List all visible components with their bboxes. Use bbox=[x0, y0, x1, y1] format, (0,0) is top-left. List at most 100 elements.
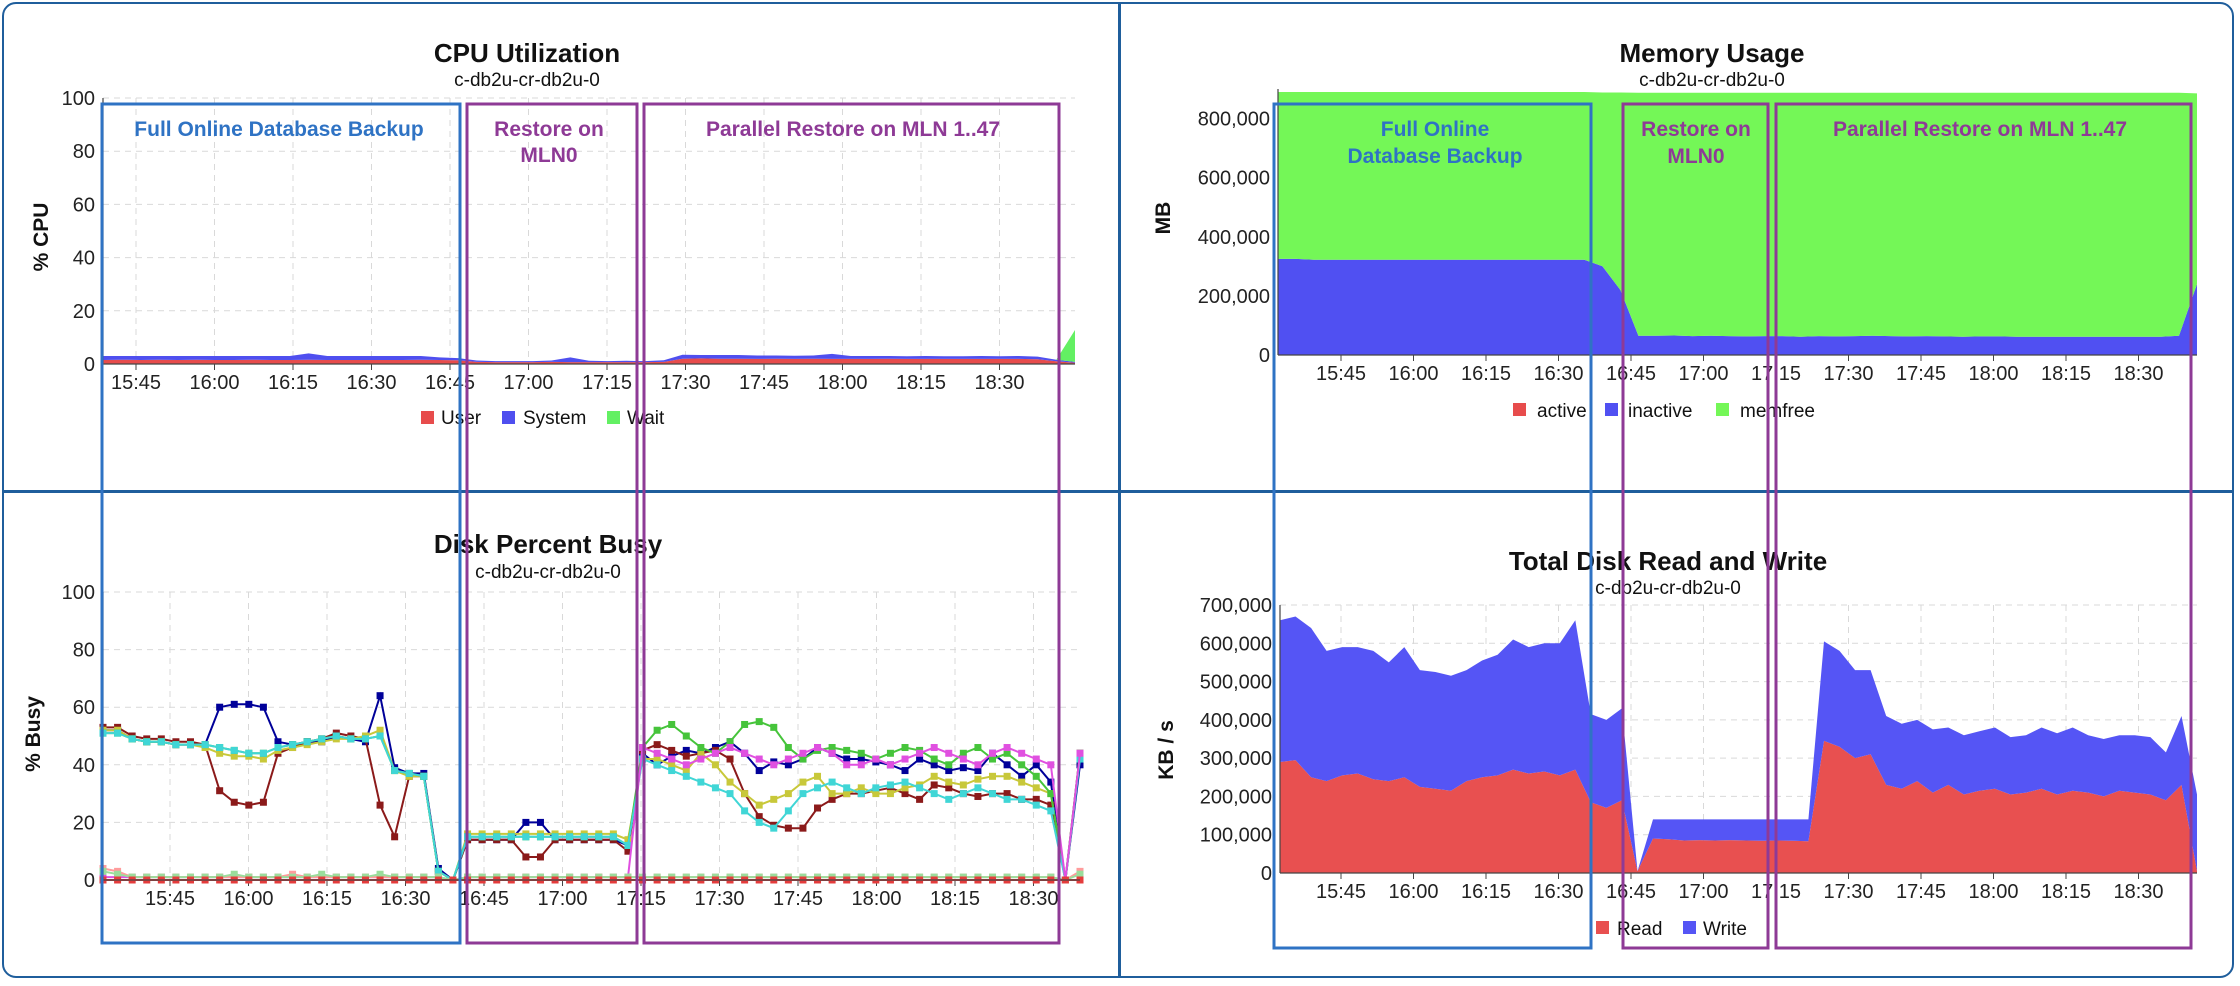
disk_busy-marker bbox=[799, 778, 807, 786]
disk_busy-marker bbox=[945, 767, 953, 775]
disk_busy-marker bbox=[755, 767, 763, 775]
disk_busy-marker bbox=[172, 741, 180, 749]
phase-label-restore-right-2: MLN0 bbox=[1667, 145, 1724, 168]
disk_busy-marker bbox=[784, 761, 792, 769]
memory-x-tick-label: 16:00 bbox=[1388, 363, 1438, 385]
disk_rw-x-tick-label: 15:45 bbox=[1316, 881, 1366, 903]
phase-box-parallel-left bbox=[642, 102, 1061, 945]
memory-legend: active inactive memfree bbox=[1513, 401, 1815, 422]
disk_busy-marker bbox=[230, 798, 238, 806]
disk_busy-marker bbox=[391, 833, 399, 841]
disk_busy-marker bbox=[1047, 790, 1055, 798]
disk_busy-marker bbox=[959, 755, 967, 763]
disk_busy-marker bbox=[886, 761, 894, 769]
disk_rw-y-tick-label: 100,000 bbox=[1200, 825, 1272, 847]
disk_busy-marker bbox=[989, 790, 997, 798]
legend-label-system: System bbox=[523, 408, 586, 429]
disk_busy-marker bbox=[653, 726, 661, 734]
cpu-x-tick-label: 16:45 bbox=[425, 372, 475, 394]
disk_busy-marker bbox=[1003, 744, 1011, 752]
disk_busy-y-tick-label: 20 bbox=[73, 812, 95, 834]
disk_busy-x-tick-label: 16:45 bbox=[459, 888, 509, 910]
disk_busy-marker bbox=[755, 818, 763, 826]
legend-label-active: active bbox=[1537, 401, 1587, 422]
disk_busy-marker bbox=[201, 741, 209, 749]
disk_busy-marker bbox=[784, 824, 792, 832]
disk_busy-x-tick-label: 15:45 bbox=[145, 888, 195, 910]
disk_busy-marker bbox=[682, 732, 690, 740]
disk_busy-marker bbox=[784, 790, 792, 798]
disk_busy-marker bbox=[945, 795, 953, 803]
disk_busy-marker bbox=[1032, 772, 1040, 780]
disk_busy-marker bbox=[682, 761, 690, 769]
memory-y-tick-label: 800,000 bbox=[1198, 109, 1270, 131]
disk_busy-marker bbox=[493, 833, 501, 841]
disk-rw-chart: 0 100,000 200,000 300,000 400,000 500,000 600,… bbox=[1200, 595, 2197, 903]
disk_busy-marker bbox=[1047, 807, 1055, 815]
disk_busy-marker bbox=[551, 833, 559, 841]
disk_rw-x-tick-label: 18:00 bbox=[1968, 881, 2018, 903]
disk_busy-marker bbox=[1018, 795, 1026, 803]
disk_busy-marker bbox=[799, 824, 807, 832]
disk_busy-marker bbox=[259, 755, 267, 763]
disk_busy-y-tick-label: 0 bbox=[84, 870, 95, 892]
disk_busy-marker bbox=[711, 761, 719, 769]
disk_busy-marker bbox=[609, 833, 617, 841]
cpu-y-tick-label: 40 bbox=[73, 248, 95, 270]
cpu-y-tick-label: 60 bbox=[73, 194, 95, 216]
disk_busy-marker bbox=[784, 807, 792, 815]
disk_busy-marker bbox=[711, 749, 719, 757]
disk_busy-marker bbox=[959, 764, 967, 772]
phase-box-backup-left bbox=[100, 102, 462, 945]
disk_busy-marker bbox=[726, 744, 734, 752]
disk_busy-marker bbox=[653, 761, 661, 769]
disk_busy-marker bbox=[668, 755, 676, 763]
memory-y-tick-label: 200,000 bbox=[1198, 286, 1270, 308]
disk_busy-marker bbox=[653, 741, 661, 749]
disk_rw-x-tick-label: 16:00 bbox=[1388, 881, 1438, 903]
disk_busy-marker bbox=[1032, 761, 1040, 769]
disk_busy-marker bbox=[1018, 778, 1026, 786]
disk_busy-marker bbox=[536, 833, 544, 841]
cpu-x-tick-label: 17:45 bbox=[739, 372, 789, 394]
disk_busy-y-tick-label: 60 bbox=[73, 697, 95, 719]
disk_busy-marker bbox=[434, 867, 442, 875]
disk_rw-area-Read bbox=[1280, 740, 2197, 873]
disk_busy-marker bbox=[128, 735, 136, 743]
disk_busy-marker bbox=[682, 752, 690, 760]
disk_rw-x-tick-label: 17:45 bbox=[1896, 881, 1946, 903]
cpu-x-tick-label: 17:15 bbox=[582, 372, 632, 394]
disk_busy-marker bbox=[916, 784, 924, 792]
disk_busy-marker bbox=[1003, 795, 1011, 803]
disk_busy-marker bbox=[1018, 761, 1026, 769]
disk_busy-marker bbox=[799, 749, 807, 757]
phase-box-restore-right bbox=[1621, 102, 1770, 950]
disk_busy-marker bbox=[843, 746, 851, 754]
disk_busy-marker bbox=[478, 833, 486, 841]
disk_busy-marker bbox=[376, 692, 384, 700]
legend-label-inactive: inactive bbox=[1628, 401, 1692, 422]
disk_busy-marker bbox=[391, 767, 399, 775]
disk_busy-marker bbox=[1076, 870, 1084, 878]
disk_rw-y-tick-label: 200,000 bbox=[1200, 786, 1272, 808]
phase-label-restore-right-1: Restore on bbox=[1641, 118, 1751, 141]
disk_busy-marker bbox=[1047, 761, 1055, 769]
disk_busy-marker bbox=[945, 749, 953, 757]
disk_busy-marker bbox=[376, 726, 384, 734]
disk_busy-marker bbox=[974, 784, 982, 792]
disk_busy-marker bbox=[332, 732, 340, 740]
disk_busy-marker bbox=[930, 761, 938, 769]
disk_busy-marker bbox=[507, 833, 515, 841]
disk_busy-marker bbox=[916, 795, 924, 803]
cpu-y-tick-label: 100 bbox=[62, 88, 95, 110]
disk_busy-marker bbox=[770, 761, 778, 769]
disk_busy-marker bbox=[1032, 784, 1040, 792]
disk_busy-marker bbox=[945, 784, 953, 792]
phase-label-backup-right-1: Full Online bbox=[1381, 118, 1490, 141]
disk_busy-marker bbox=[1047, 801, 1055, 809]
disk_busy-marker bbox=[1032, 755, 1040, 763]
disk_busy-marker bbox=[245, 801, 253, 809]
disk_busy-marker bbox=[522, 818, 530, 826]
disk_busy-marker bbox=[959, 790, 967, 798]
cpu-y-tick-label: 20 bbox=[73, 301, 95, 323]
